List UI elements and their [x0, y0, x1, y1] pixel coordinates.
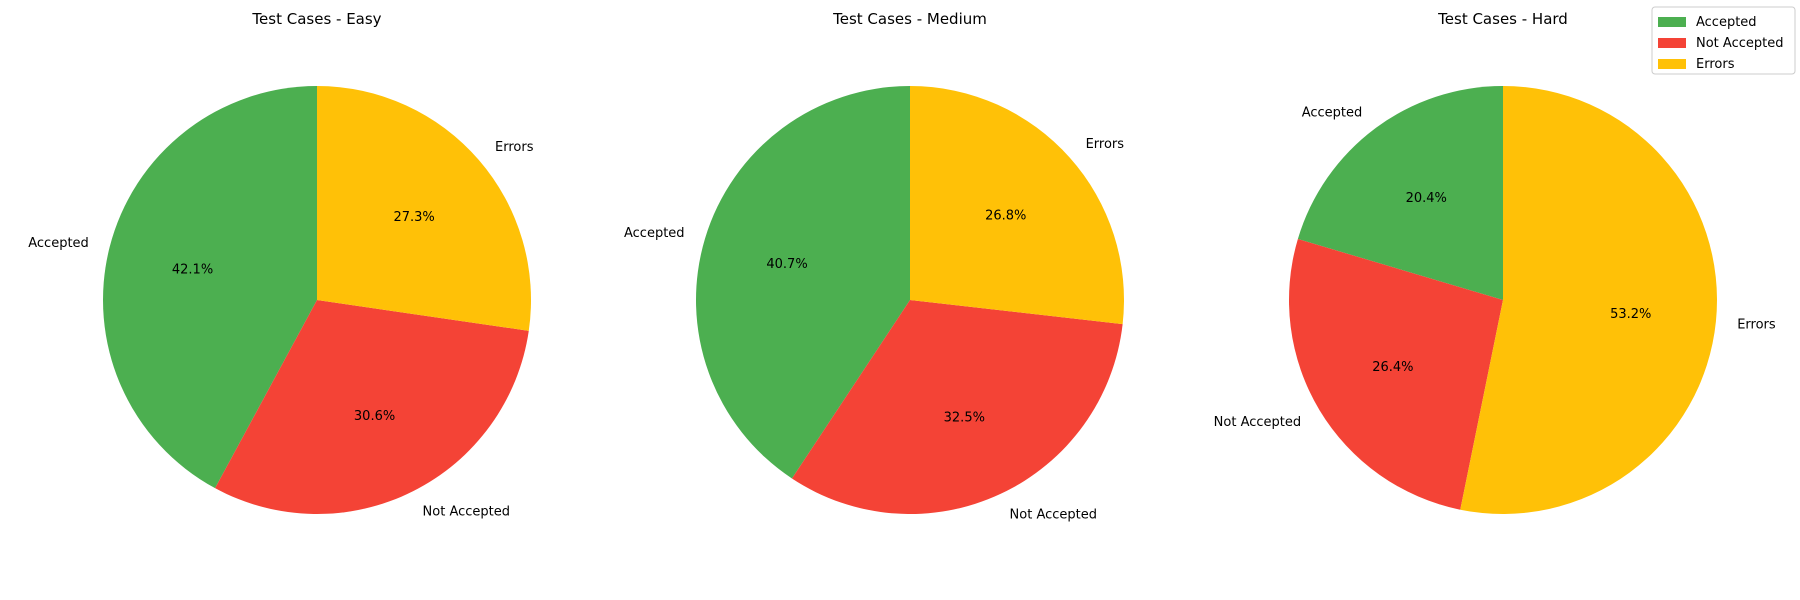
slice-label-easy-errors: Errors	[495, 140, 534, 155]
legend: Accepted Not Accepted Errors	[1651, 6, 1796, 75]
legend-item-not-accepted: Not Accepted	[1658, 36, 1783, 51]
pct-label-easy-errors: 27.3%	[393, 210, 434, 225]
chart-title-easy: Test Cases - Easy	[251, 10, 381, 28]
chart-title-medium: Test Cases - Medium	[832, 10, 987, 28]
legend-item-accepted: Accepted	[1658, 15, 1757, 30]
legend-label-not-accepted: Not Accepted	[1696, 36, 1783, 51]
slice-label-medium-not-accepted: Not Accepted	[1010, 507, 1097, 522]
pie-slice-easy-errors	[317, 86, 531, 331]
pie-slice-medium-not-accepted	[791, 300, 1123, 514]
pct-label-easy-accepted: 42.1%	[172, 262, 213, 277]
slice-label-easy-not-accepted: Not Accepted	[423, 504, 510, 519]
legend-item-errors: Errors	[1658, 57, 1735, 72]
legend-swatch-errors	[1658, 59, 1686, 69]
pie-slice-hard-errors	[1460, 86, 1718, 515]
slice-label-hard-errors: Errors	[1737, 318, 1776, 333]
pie-slice-hard-accepted	[1297, 86, 1503, 300]
pie-slice-medium-accepted	[695, 86, 910, 479]
pct-label-medium-errors: 26.8%	[985, 208, 1026, 223]
slice-label-medium-accepted: Accepted	[624, 226, 685, 241]
legend-swatch-not-accepted	[1658, 38, 1686, 48]
slice-label-easy-accepted: Accepted	[28, 236, 89, 251]
pie-chart-hard: 20.4% Accepted 26.4% Not Accepted 53.2% Error…	[1214, 10, 1776, 515]
legend-label-errors: Errors	[1696, 57, 1735, 72]
pct-label-hard-accepted: 20.4%	[1406, 191, 1447, 206]
slice-label-hard-not-accepted: Not Accepted	[1214, 415, 1301, 430]
pct-label-medium-accepted: 40.7%	[766, 257, 807, 272]
pct-label-hard-not-accepted: 26.4%	[1372, 360, 1413, 375]
pct-label-medium-not-accepted: 32.5%	[944, 410, 985, 425]
pct-label-easy-not-accepted: 30.6%	[354, 409, 395, 424]
pie-chart-medium: 40.7% Accepted 32.5% Not Accepted 26.8% Error…	[624, 10, 1124, 522]
pie-slice-easy-accepted	[103, 86, 317, 489]
pie-slice-hard-not-accepted	[1288, 239, 1503, 510]
slice-label-medium-errors: Errors	[1086, 137, 1125, 152]
pct-label-hard-errors: 53.2%	[1610, 307, 1651, 322]
legend-label-accepted: Accepted	[1696, 15, 1757, 30]
legend-frame	[1651, 6, 1796, 75]
pie-chart-easy: 42.1% Accepted 30.6% Not Accepted 27.3% Error…	[28, 10, 533, 519]
slice-label-hard-accepted: Accepted	[1302, 105, 1363, 120]
pie-slice-medium-errors	[910, 86, 1124, 325]
chart-title-hard: Test Cases - Hard	[1437, 10, 1568, 28]
pie-slice-easy-not-accepted	[215, 300, 529, 514]
legend-swatch-accepted	[1658, 17, 1686, 27]
